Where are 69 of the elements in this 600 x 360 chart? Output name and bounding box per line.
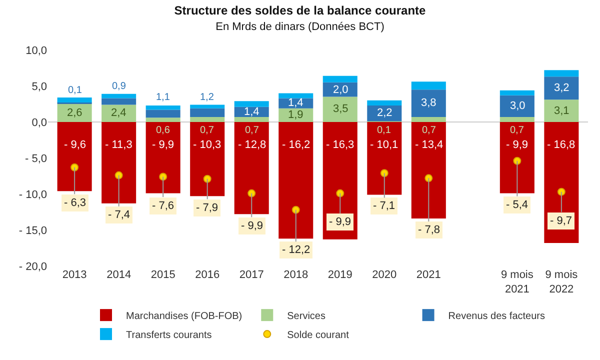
y-tick-label: - 15,0 [18, 224, 47, 237]
data-label: - 9,9 [241, 220, 264, 232]
data-label: - 7,4 [108, 209, 130, 221]
legend-label: Revenus des facteurs [448, 310, 545, 322]
data-label: 1,2 [200, 92, 214, 103]
data-label: 0,7 [245, 125, 260, 136]
data-label: - 12,8 [238, 139, 266, 151]
data-label: - 7,8 [418, 224, 440, 236]
data-label: 0,7 [200, 125, 214, 136]
data-label: 0,1 [68, 85, 82, 96]
data-label: 0,6 [156, 125, 170, 136]
data-label: 3,0 [510, 100, 526, 112]
data-label: - 9,7 [550, 215, 572, 227]
legend-label: Marchandises (FOB-FOB) [126, 310, 242, 322]
x-tick-label: 2021 [416, 269, 441, 281]
data-label: - 5,4 [506, 199, 528, 211]
x-tick-label: 2019 [328, 269, 352, 281]
x-tick-label: 9 mois 2022 [545, 269, 578, 296]
data-label: 3,8 [421, 97, 436, 109]
data-label: - 13,4 [415, 139, 444, 151]
y-tick-label: 10,0 [26, 44, 47, 57]
data-label: 2,6 [67, 107, 82, 119]
data-label: 3,2 [554, 82, 570, 94]
data-label: 2,4 [111, 107, 126, 119]
data-label: 2,2 [377, 107, 392, 119]
data-label: - 16,2 [282, 139, 310, 151]
data-label: - 12,2 [282, 244, 310, 256]
data-label: - 10,1 [370, 139, 398, 151]
y-tick-label: - 20,0 [18, 260, 47, 273]
x-tick-label: 2013 [62, 269, 87, 281]
data-label: 1,1 [156, 92, 170, 103]
data-label: 3,5 [333, 103, 348, 115]
y-tick-label: - 5,0 [24, 152, 47, 165]
data-label: 3,1 [554, 105, 570, 117]
data-label: 0,7 [510, 125, 524, 136]
data-label: 1,9 [288, 109, 304, 121]
y-tick-label: 0,0 [32, 116, 47, 129]
data-label: - 10,3 [193, 139, 222, 151]
data-label: - 7,1 [373, 200, 396, 212]
legend-label: Solde courant [287, 330, 350, 341]
data-label: 1,4 [244, 106, 260, 118]
y-tick-label: - 10,0 [18, 188, 47, 201]
legend-label: Services [287, 310, 326, 322]
data-label: - 7,9 [196, 202, 218, 214]
x-tick-label: 2014 [106, 269, 132, 281]
x-tick-label: 2016 [195, 269, 220, 281]
chart-title: Structure des soldes de la balance courante [174, 3, 426, 18]
data-label: - 9,9 [329, 216, 352, 228]
data-label: - 16,3 [326, 139, 354, 151]
y-tick-label: 5,0 [32, 80, 47, 93]
data-label: - 9,9 [152, 139, 174, 151]
x-tick-label: 2017 [239, 269, 264, 281]
data-label: - 16,8 [547, 139, 576, 151]
data-label: - 7,6 [152, 200, 174, 212]
data-label: - 11,3 [105, 139, 132, 151]
x-tick-label: 9 mois 2021 [500, 269, 534, 296]
data-label: - 6,3 [64, 197, 86, 209]
x-tick-label: 2020 [372, 269, 397, 281]
data-label: 2,0 [333, 84, 348, 96]
data-label: 0,1 [377, 125, 392, 136]
data-label: - 9,9 [506, 139, 528, 151]
x-tick-label: 2015 [150, 269, 176, 281]
data-label: - 9,6 [64, 139, 86, 151]
x-tick-label: 2018 [284, 269, 308, 281]
legend-label: Transferts courants [126, 330, 212, 341]
chart-subtitle: En Mrds de dinars (Données BCT) [216, 21, 384, 33]
data-label: 1,4 [288, 97, 304, 109]
data-label: 0,9 [112, 81, 126, 92]
data-label: 0,7 [422, 125, 436, 136]
